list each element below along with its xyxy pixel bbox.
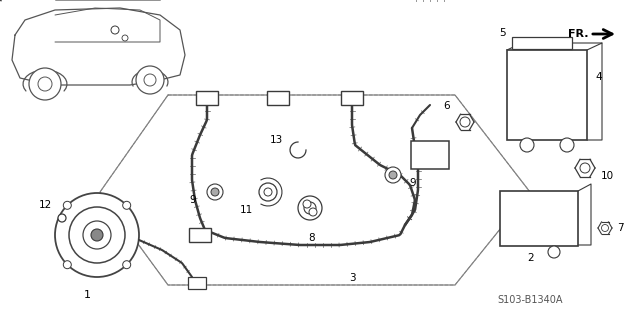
Circle shape: [63, 261, 71, 269]
Text: S103-B1340A: S103-B1340A: [497, 295, 563, 305]
Circle shape: [91, 229, 103, 241]
Circle shape: [29, 68, 61, 100]
Bar: [500, 190, 578, 246]
Text: 3: 3: [349, 273, 355, 283]
Circle shape: [548, 246, 560, 258]
Text: 7: 7: [617, 223, 623, 233]
Circle shape: [58, 214, 66, 222]
Text: 1: 1: [83, 290, 90, 300]
Circle shape: [63, 201, 71, 209]
Text: 10: 10: [600, 171, 614, 181]
Circle shape: [580, 163, 590, 173]
Text: 4: 4: [596, 72, 602, 82]
Circle shape: [298, 196, 322, 220]
Circle shape: [303, 200, 311, 208]
Text: 5: 5: [499, 28, 506, 38]
Circle shape: [111, 26, 119, 34]
Circle shape: [144, 74, 156, 86]
Bar: [341, 91, 363, 105]
Bar: [196, 91, 218, 105]
Text: 6: 6: [444, 101, 451, 111]
Circle shape: [122, 35, 128, 41]
Circle shape: [211, 188, 219, 196]
Bar: [189, 228, 211, 242]
Text: 13: 13: [269, 135, 283, 145]
Text: 9: 9: [189, 195, 196, 205]
Circle shape: [123, 261, 131, 269]
Circle shape: [38, 77, 52, 91]
Text: 8: 8: [308, 233, 316, 243]
Text: 9: 9: [410, 178, 416, 188]
Text: FR.: FR.: [568, 29, 588, 39]
Bar: [411, 141, 449, 169]
Circle shape: [207, 184, 223, 200]
Circle shape: [304, 202, 316, 214]
Circle shape: [385, 167, 401, 183]
Circle shape: [69, 207, 125, 263]
Bar: [188, 277, 206, 289]
Circle shape: [259, 183, 277, 201]
Text: 2: 2: [528, 253, 534, 263]
Bar: [512, 37, 572, 49]
Circle shape: [123, 201, 131, 209]
Circle shape: [83, 221, 111, 249]
Circle shape: [460, 117, 470, 127]
Circle shape: [560, 138, 574, 152]
Circle shape: [520, 138, 534, 152]
Circle shape: [264, 188, 272, 196]
Bar: [267, 91, 289, 105]
Text: 11: 11: [239, 205, 253, 215]
Circle shape: [389, 171, 397, 179]
Circle shape: [136, 66, 164, 94]
Bar: [507, 50, 587, 140]
Circle shape: [309, 208, 317, 216]
Text: 12: 12: [38, 200, 52, 210]
Circle shape: [602, 225, 609, 232]
Circle shape: [55, 193, 139, 277]
